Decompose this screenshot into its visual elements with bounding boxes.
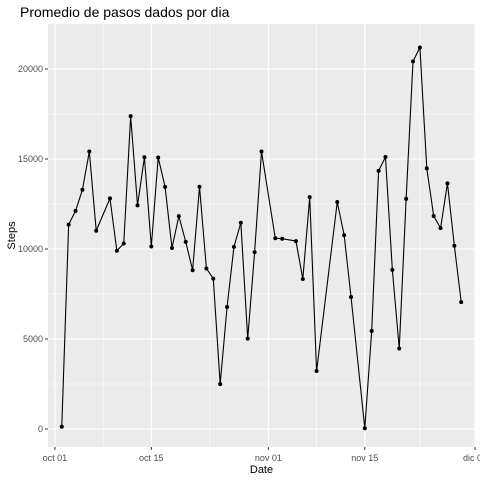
- data-point: [142, 155, 147, 160]
- chart-title: Promedio de pasos dados por dia: [20, 4, 230, 20]
- data-point: [390, 267, 395, 272]
- data-point: [135, 203, 140, 208]
- x-tick-label: oct 01: [43, 453, 68, 463]
- x-tick-label: oct 15: [139, 453, 164, 463]
- x-axis: oct 01 oct 15 nov 01 nov 15 dic 01: [43, 447, 480, 463]
- data-point: [163, 184, 168, 189]
- data-point: [211, 276, 216, 281]
- data-points: [59, 45, 464, 431]
- data-point: [438, 226, 443, 231]
- data-point: [431, 213, 436, 218]
- data-point: [176, 214, 181, 219]
- data-point: [300, 276, 305, 281]
- data-point: [445, 181, 450, 186]
- data-point: [107, 196, 112, 201]
- y-tick-label: 10000: [18, 244, 43, 254]
- data-point: [404, 196, 409, 201]
- data-point: [80, 187, 85, 192]
- data-point: [156, 155, 161, 160]
- y-tick-label: 5000: [23, 334, 43, 344]
- data-point: [417, 45, 422, 50]
- data-point: [342, 233, 347, 238]
- data-point: [252, 250, 257, 255]
- data-point: [452, 243, 457, 248]
- data-point: [314, 369, 319, 374]
- data-point: [411, 59, 416, 64]
- data-point: [307, 195, 312, 200]
- data-point: [459, 300, 464, 305]
- y-tick-label: 15000: [18, 154, 43, 164]
- data-point: [273, 236, 278, 241]
- data-point: [225, 304, 230, 309]
- data-point: [183, 239, 188, 244]
- data-point: [87, 149, 92, 154]
- data-point: [114, 248, 119, 253]
- data-point: [245, 336, 250, 341]
- data-point: [376, 168, 381, 173]
- data-point: [397, 346, 402, 351]
- data-point: [197, 184, 202, 189]
- data-point: [204, 266, 209, 271]
- data-point: [231, 244, 236, 249]
- data-point: [169, 245, 174, 250]
- minor-gridlines: [48, 24, 475, 447]
- data-point: [349, 294, 354, 299]
- data-point: [66, 222, 71, 227]
- data-point: [280, 236, 285, 241]
- data-point: [73, 208, 78, 213]
- y-axis: 0 5000 10000 15000 20000: [18, 64, 48, 434]
- data-point: [190, 268, 195, 273]
- y-tick-label: 20000: [18, 64, 43, 74]
- x-tick-label: nov 01: [255, 453, 282, 463]
- data-point: [424, 166, 429, 171]
- data-point: [383, 155, 388, 160]
- data-point: [149, 244, 154, 249]
- x-tick-label: nov 15: [351, 453, 378, 463]
- x-tick-label: dic 01: [463, 453, 480, 463]
- data-point: [369, 329, 374, 334]
- y-axis-title: Steps: [6, 221, 18, 250]
- data-point: [128, 114, 133, 119]
- data-point: [94, 228, 99, 233]
- data-point: [59, 424, 64, 429]
- data-point: [259, 149, 264, 154]
- x-axis-title: Date: [250, 464, 273, 476]
- data-point: [335, 200, 340, 205]
- plot-panel: [48, 24, 475, 447]
- y-tick-label: 0: [38, 424, 43, 434]
- data-point: [293, 239, 298, 244]
- data-point: [121, 241, 126, 246]
- data-point: [218, 382, 223, 387]
- data-point: [362, 426, 367, 431]
- data-point: [238, 220, 243, 225]
